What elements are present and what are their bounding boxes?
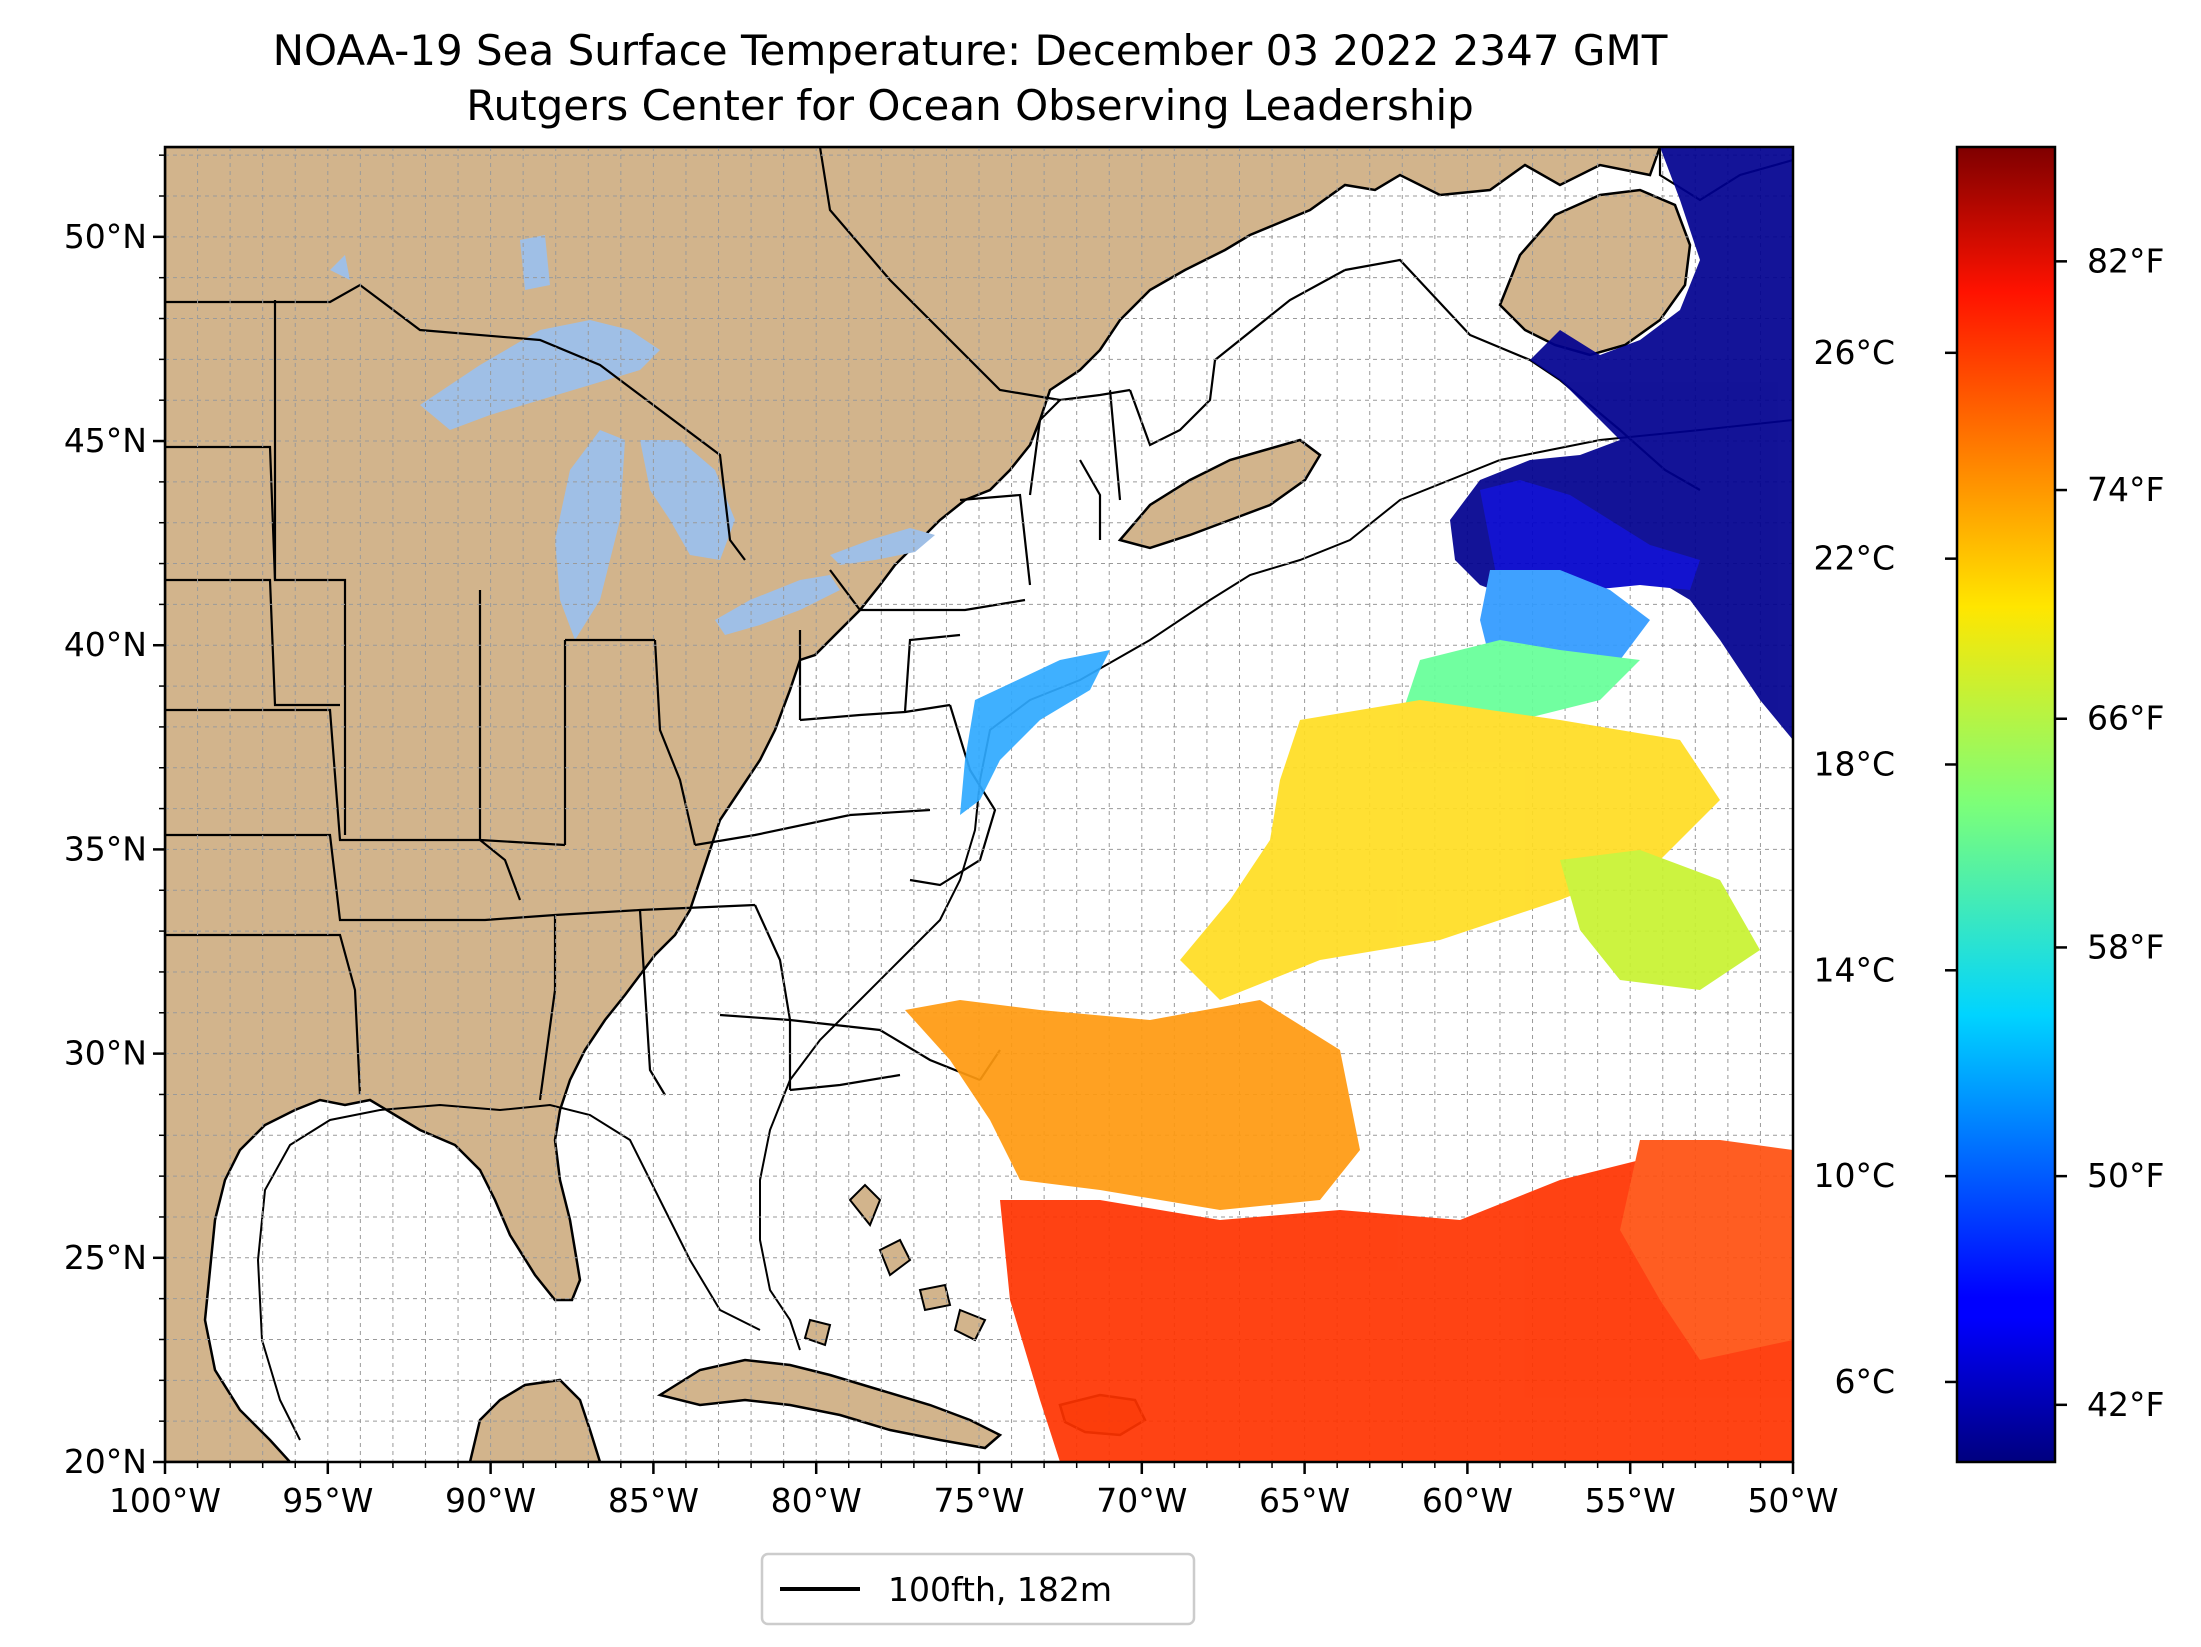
great-lakes [330,235,935,640]
y-tick-label: 25°N [64,1238,147,1277]
sst-overlay [905,147,1793,1462]
colorbar-f-tick-label: 66°F [2087,699,2164,738]
y-tick-label: 20°N [64,1442,147,1481]
y-tick-label: 45°N [64,421,147,460]
colorbar-f-tick-label: 42°F [2087,1385,2164,1424]
land-bahamas [803,1183,987,1347]
y-tick-label: 30°N [64,1034,147,1073]
y-axis-ticks: 20°N 25°N 30°N 35°N 40°N 45°N 50°N [64,154,165,1481]
x-axis-ticks: 100°W 95°W 90°W 85°W 80°W 75°W 70°W 65°W 60°W 55°… [109,1462,1839,1520]
figure-title: NOAA-19 Sea Surface Temperature: Decembe… [273,26,1668,75]
legend: 100fth, 182m [760,1552,1196,1626]
colorbar-c-tick-label: 14°C [1813,950,1895,989]
legend-box [760,1552,1196,1626]
colorbar: 42°F 50°F 58°F 66°F 74°F 82°F 6°C 10°C 14°C 18°C… [1813,145,2164,1464]
x-tick-label: 80°W [771,1481,862,1520]
x-tick-label: 60°W [1422,1481,1513,1520]
x-tick-label: 70°W [1096,1481,1187,1520]
legend-label: 100fth, 182m [888,1570,1112,1609]
x-tick-label: 90°W [445,1481,536,1520]
sst-cool-shelf [960,650,1110,815]
x-tick-label: 75°W [933,1481,1024,1520]
x-tick-label: 50°W [1747,1481,1838,1520]
colorbar-celsius-ticks: 6°C 10°C 14°C 18°C 22°C 26°C [1813,333,1957,1401]
sst-orange-band [905,1000,1360,1210]
y-tick-label: 35°N [64,829,147,868]
sst-yellow-band [1180,700,1720,1000]
sst-yellow-green-patches [1560,850,1760,990]
colorbar-c-tick-label: 6°C [1834,1362,1895,1401]
colorbar-c-tick-label: 18°C [1813,744,1895,783]
colorbar-f-tick-label: 50°F [2087,1156,2164,1195]
figure-subtitle: Rutgers Center for Ocean Observing Leade… [466,81,1474,130]
colorbar-fahrenheit-ticks: 42°F 50°F 58°F 66°F 74°F 82°F [2055,241,2164,1424]
map-panel [165,147,1793,1462]
x-tick-label: 95°W [282,1481,373,1520]
colorbar-f-tick-label: 58°F [2087,927,2164,966]
sst-red-band-south [1000,1140,1793,1462]
x-tick-label: 65°W [1259,1481,1350,1520]
y-tick-label: 40°N [64,625,147,664]
colorbar-f-tick-label: 82°F [2087,241,2164,280]
land-nova-scotia [1117,438,1322,550]
y-tick-label: 50°N [64,217,147,256]
land-north-america [165,147,1662,1462]
x-tick-label: 100°W [109,1481,221,1520]
land-cuba [656,1358,1003,1450]
colorbar-f-tick-label: 74°F [2087,470,2164,509]
sst-red-orange-east [1620,1140,1793,1360]
x-tick-label: 55°W [1585,1481,1676,1520]
x-tick-label: 85°W [608,1481,699,1520]
colorbar-c-tick-label: 26°C [1813,333,1895,372]
colorbar-gradient [1955,145,2057,1464]
colorbar-c-tick-label: 22°C [1813,539,1895,578]
colorbar-c-tick-label: 10°C [1813,1156,1895,1195]
